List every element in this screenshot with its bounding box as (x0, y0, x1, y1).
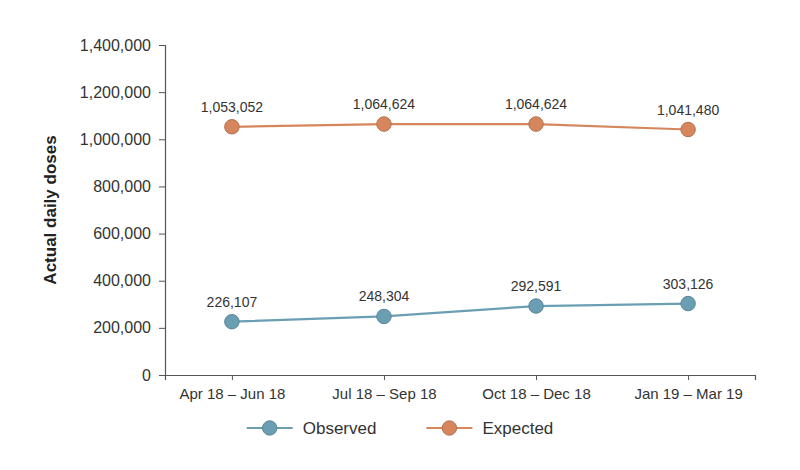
y-tick: 400,000 (93, 272, 165, 289)
y-tick: 600,000 (93, 225, 165, 242)
series-marker (529, 299, 543, 313)
y-tick-label: 1,400,000 (80, 37, 151, 54)
x-axis-line (166, 376, 756, 381)
y-tick: 1,400,000 (80, 37, 165, 54)
legend-marker (442, 421, 456, 435)
y-tick-mark (159, 92, 165, 93)
y-tick-label: 400,000 (93, 272, 151, 289)
x-tick-mark (688, 375, 689, 380)
y-tick-mark (159, 281, 165, 282)
y-axis: 0 200,000 400,000 600,000 800,000 1,000,000 1,… (80, 37, 166, 384)
series-line (232, 304, 688, 322)
x-tick-label: Jan 19 – Mar 19 (634, 385, 742, 402)
series-marker (377, 117, 391, 131)
x-tick-label: Oct 18 – Dec 18 (482, 385, 590, 402)
data-label: 1,064,624 (505, 96, 567, 112)
series-marker (377, 309, 391, 323)
y-tick: 200,000 (93, 319, 165, 336)
data-label: 303,126 (663, 276, 714, 292)
y-tick: 0 (142, 367, 165, 384)
y-tick-label: 800,000 (93, 178, 151, 195)
x-tick: Jan 19 – Mar 19 (634, 375, 742, 402)
y-tick-mark (159, 234, 165, 235)
y-axis-line (159, 46, 166, 376)
y-tick-mark (159, 375, 165, 376)
series-line (232, 124, 688, 129)
y-tick-mark (159, 186, 165, 187)
y-tick-label: 1,200,000 (80, 84, 151, 101)
x-tick: Apr 18 – Jun 18 (179, 375, 285, 402)
x-tick-mark (232, 375, 233, 380)
y-tick-mark (159, 328, 165, 329)
y-tick-label: 200,000 (93, 319, 151, 336)
x-tick-label: Jul 18 – Sep 18 (332, 385, 436, 402)
legend-item: Expected (426, 419, 553, 438)
data-label: 292,591 (511, 278, 562, 294)
y-axis-title: Actual daily doses (41, 135, 60, 284)
y-tick-label: 600,000 (93, 225, 151, 242)
legend: Observed Expected (247, 419, 554, 438)
series-marker (681, 122, 695, 136)
legend-label: Observed (303, 419, 377, 438)
legend-item: Observed (247, 419, 377, 438)
data-label: 248,304 (359, 288, 410, 304)
x-axis: Apr 18 – Jun 18 Jul 18 – Sep 18 Oct 18 – D… (166, 375, 756, 402)
x-tick: Jul 18 – Sep 18 (332, 375, 436, 402)
series-marker (225, 120, 239, 134)
y-tick-mark (159, 45, 165, 46)
data-labels: 226,107 248,304 292,591 303,126 1,053,052 1,0… (201, 96, 720, 310)
y-tick-mark (159, 139, 165, 140)
series-marker (225, 314, 239, 328)
legend-label: Expected (482, 419, 553, 438)
x-tick-mark (384, 375, 385, 380)
plot: 0 200,000 400,000 600,000 800,000 1,000,000 1,… (80, 37, 756, 402)
y-tick: 1,000,000 (80, 131, 165, 148)
x-tick: Oct 18 – Dec 18 (482, 375, 590, 402)
y-tick-label: 0 (142, 367, 151, 384)
data-label: 1,041,480 (657, 102, 719, 118)
data-label: 1,064,624 (353, 96, 415, 112)
x-tick-label: Apr 18 – Jun 18 (179, 385, 285, 402)
x-tick-mark (536, 375, 537, 380)
data-label: 1,053,052 (201, 99, 263, 115)
y-tick: 800,000 (93, 178, 165, 195)
y-tick-label: 1,000,000 (80, 131, 151, 148)
legend-marker (263, 421, 277, 435)
chart: 0 200,000 400,000 600,000 800,000 1,000,000 1,… (0, 0, 800, 470)
data-label: 226,107 (207, 294, 258, 310)
series-marker (529, 117, 543, 131)
series-marker (681, 296, 695, 310)
y-tick: 1,200,000 (80, 84, 165, 101)
series-group (225, 117, 696, 329)
